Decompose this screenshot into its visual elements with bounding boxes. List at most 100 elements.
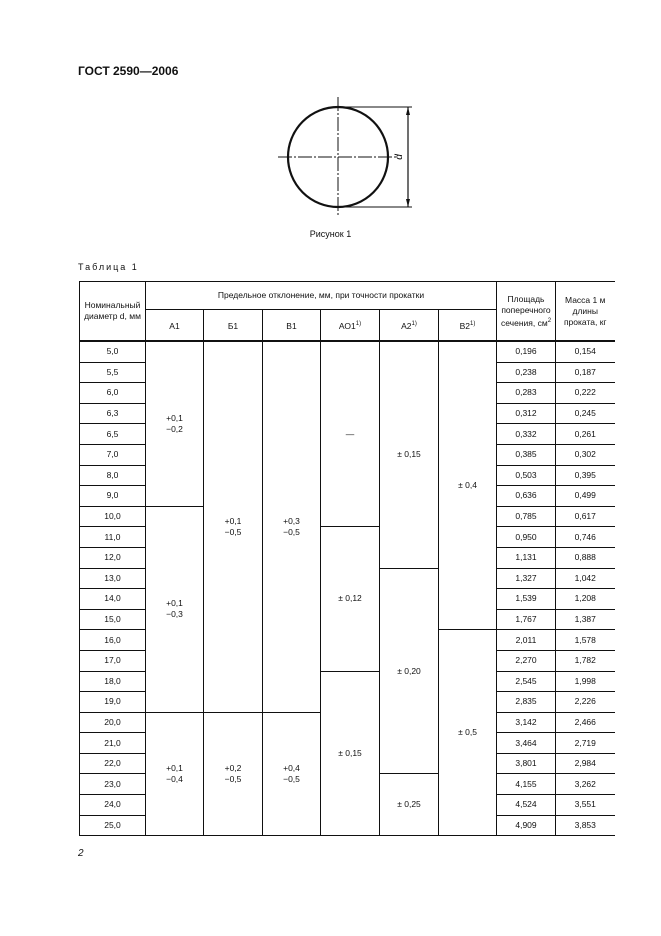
- area-cell: 4,909: [496, 814, 556, 837]
- deviation-cell: ± 0,5: [438, 629, 497, 837]
- header-accuracy-5: В21): [438, 309, 497, 342]
- deviation-cell: +0,3 −0,5: [262, 340, 321, 713]
- diameter-cell: 17,0: [79, 649, 146, 672]
- header-accuracy-3: АО11): [320, 309, 380, 342]
- area-cell: 1,539: [496, 588, 556, 610]
- area-cell: 0,950: [496, 526, 556, 548]
- deviation-cell: ± 0,4: [438, 340, 497, 631]
- area-cell: 2,011: [496, 629, 556, 651]
- diameter-cell: 10,0: [79, 505, 146, 528]
- diameter-cell: 5,0: [79, 340, 146, 363]
- accuracy-label: А2: [401, 320, 412, 331]
- diameter-cell: 15,0: [79, 608, 146, 631]
- diameter-cell: 12,0: [79, 546, 146, 569]
- accuracy-footnote: 1): [470, 320, 476, 327]
- table-row: 6,3 0,312 0,245: [79, 402, 615, 425]
- mass-cell: 0,261: [555, 423, 615, 445]
- deviation-cell: ± 0,15: [379, 340, 439, 569]
- area-cell: 0,385: [496, 443, 556, 466]
- table-row: 18,0 ± 0,15 2,545 1,998: [79, 670, 615, 837]
- area-cell: 2,835: [496, 691, 556, 713]
- area-cell: 1,131: [496, 546, 556, 569]
- deviation-cell: ± 0,25: [379, 773, 439, 837]
- accuracy-label: А1: [169, 320, 180, 331]
- mass-cell: 0,395: [555, 464, 615, 487]
- mass-cell: 3,551: [555, 794, 615, 816]
- table-row: 13,0 ± 0,20 1,327 1,042: [79, 567, 615, 775]
- diameter-cell: 6,5: [79, 423, 146, 445]
- header-accuracy-2: В1: [262, 309, 321, 342]
- area-cell: 3,464: [496, 732, 556, 754]
- mass-cell: 2,984: [555, 752, 615, 775]
- diameter-cell: 16,0: [79, 629, 146, 651]
- figure-caption: Рисунок 1: [309, 229, 352, 239]
- header-area: Площадь поперечного сечения, см2: [496, 281, 556, 342]
- diameter-cell: 22,0: [79, 752, 146, 775]
- deviation-cell: +0,4 −0,5: [262, 711, 321, 837]
- diameter-cell: 9,0: [79, 485, 146, 507]
- mass-cell: 0,187: [555, 361, 615, 384]
- area-cell: 3,801: [496, 752, 556, 775]
- mass-cell: 2,466: [555, 711, 615, 734]
- header-area-text: Площадь поперечного сечения, см: [500, 293, 551, 328]
- mass-cell: 1,208: [555, 588, 615, 610]
- area-cell: 4,155: [496, 773, 556, 796]
- header-accuracy-0: А1: [145, 309, 204, 342]
- deviation-cell: ± 0,12: [320, 526, 380, 672]
- mass-cell: 2,226: [555, 691, 615, 713]
- area-cell: 1,327: [496, 567, 556, 590]
- arrow-bottom-icon: [406, 199, 410, 207]
- accuracy-label: Б1: [227, 320, 239, 331]
- table-row: 5,0 +0,1 −0,2 +0,1 −0,5 +0,3 −0,5— ± 0,15 ± 0…: [79, 340, 615, 713]
- mass-cell: 0,154: [555, 340, 615, 363]
- mass-cell: 0,617: [555, 505, 615, 528]
- mass-cell: 0,746: [555, 526, 615, 548]
- diameter-cell: 24,0: [79, 794, 146, 816]
- deviation-cell: ± 0,15: [320, 670, 380, 837]
- deviation-cell: ± 0,20: [379, 567, 439, 775]
- table-row: 25,0 4,909 3,853: [79, 814, 615, 837]
- diameter-cell: 11,0: [79, 526, 146, 548]
- table-row: 6,5 0,332 0,261: [79, 423, 615, 445]
- table-row: 9,0 0,636 0,499: [79, 485, 615, 507]
- mass-cell: 3,853: [555, 814, 615, 837]
- arrow-top-icon: [406, 107, 410, 115]
- mass-cell: 0,302: [555, 443, 615, 466]
- table-row: 8,0 0,503 0,395: [79, 464, 615, 487]
- area-cell: 2,545: [496, 670, 556, 693]
- document-id: ГОСТ 2590—2006: [78, 64, 179, 78]
- diameter-cell: 13,0: [79, 567, 146, 590]
- mass-cell: 3,262: [555, 773, 615, 796]
- header-accuracy-4: А21): [379, 309, 439, 342]
- mass-cell: 1,782: [555, 649, 615, 672]
- accuracy-label: В2: [459, 320, 471, 331]
- area-cell: 0,332: [496, 423, 556, 445]
- table-row: 10,0 +0,1 −0,3 0,785 0,617: [79, 505, 615, 713]
- data-table: Номинальный диаметр d, мм Предельное отк…: [79, 281, 615, 837]
- header-mass: Масса 1 м длины проката, кг: [555, 281, 615, 342]
- mass-cell: 2,719: [555, 732, 615, 754]
- deviation-cell: +0,2 −0,5: [203, 711, 263, 837]
- header-diameter: Номинальный диаметр d, мм: [79, 281, 146, 342]
- mass-cell: 1,042: [555, 567, 615, 590]
- mass-cell: 1,578: [555, 629, 615, 651]
- diameter-cell: 5,5: [79, 361, 146, 384]
- diameter-cell: 19,0: [79, 691, 146, 713]
- table-row: 24,0 4,524 3,551: [79, 794, 615, 816]
- mass-cell: 0,499: [555, 485, 615, 507]
- accuracy-footnote: 1): [355, 320, 362, 327]
- diameter-cell: 25,0: [79, 814, 146, 837]
- table-row: 11,0 ± 0,12 0,950 0,746: [79, 526, 615, 672]
- table-row: 17,0 2,270 1,782: [79, 649, 615, 672]
- diameter-cell: 14,0: [79, 588, 146, 610]
- area-cell: 1,767: [496, 608, 556, 631]
- accuracy-label: В1: [286, 320, 297, 331]
- diameter-cell: 20,0: [79, 711, 146, 734]
- diameter-cell: 18,0: [79, 670, 146, 693]
- deviation-cell: +0,1 −0,5: [203, 340, 263, 713]
- area-cell: 4,524: [496, 794, 556, 816]
- table-row: 16,0 ± 0,5 2,011 1,578: [79, 629, 615, 837]
- area-cell: 0,636: [496, 485, 556, 507]
- table-row: 23,0 ± 0,25 4,155 3,262: [79, 773, 615, 837]
- mass-cell: 1,998: [555, 670, 615, 693]
